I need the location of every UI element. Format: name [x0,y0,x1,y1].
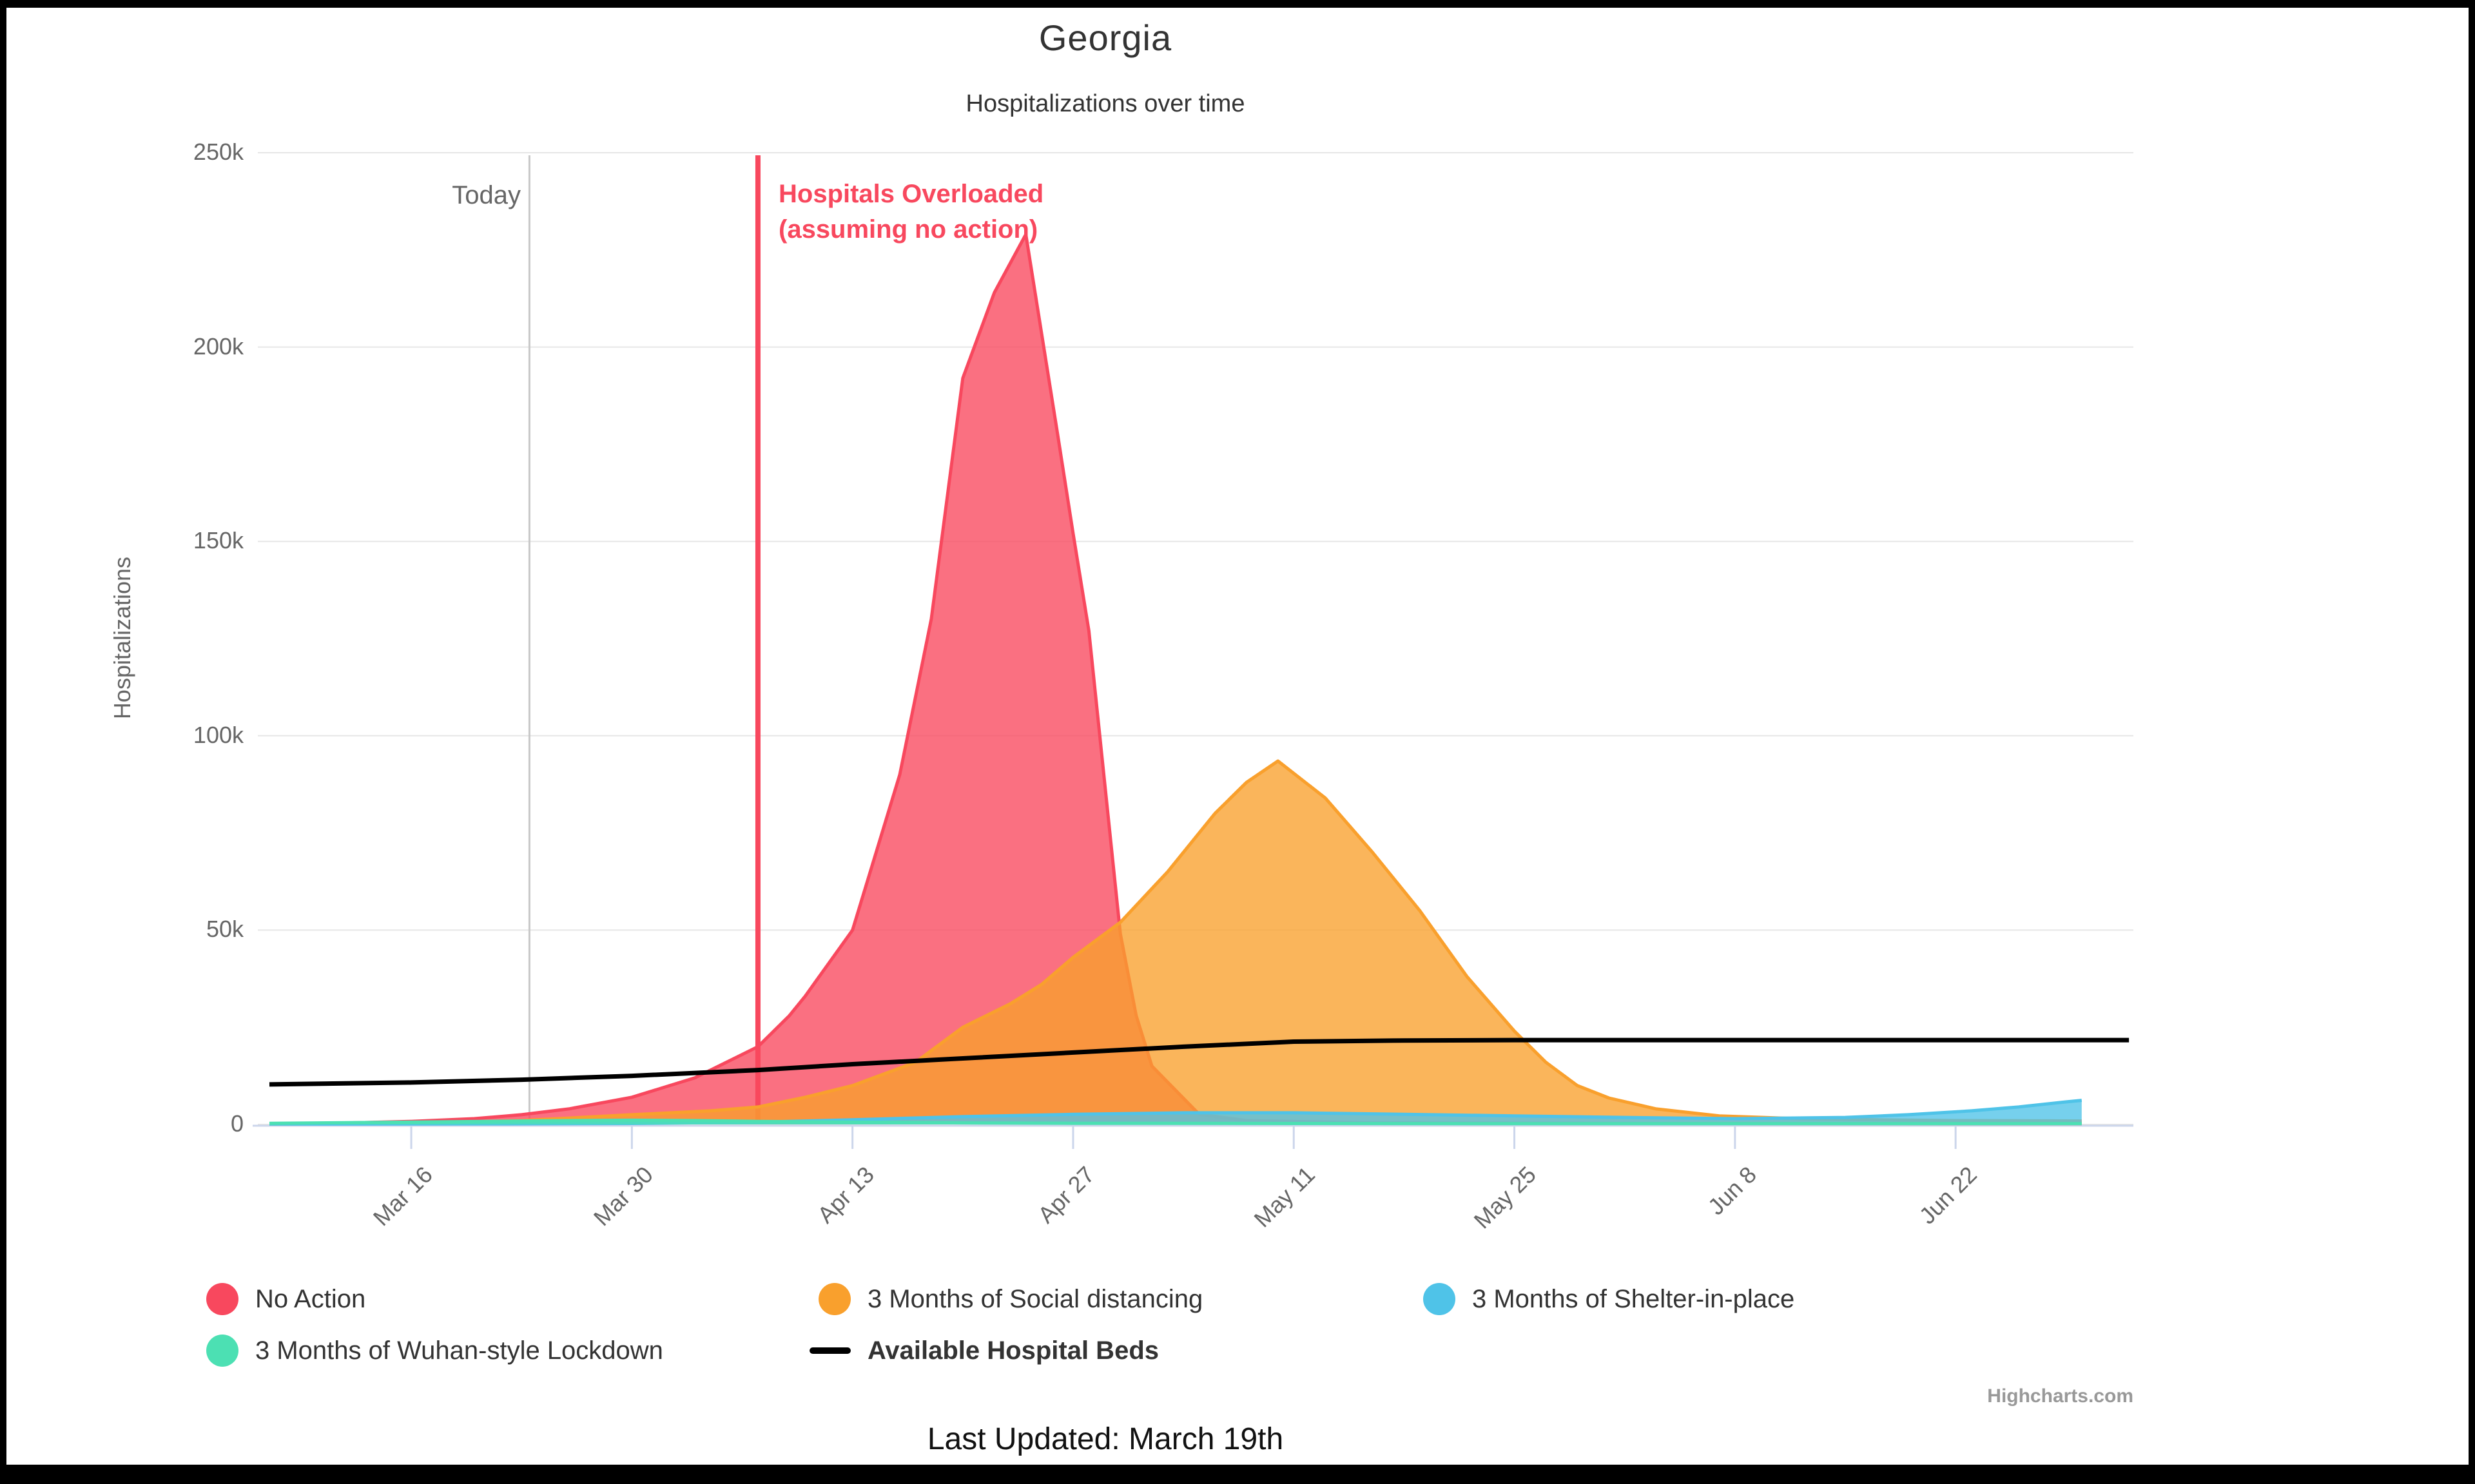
legend-item-no-action[interactable]: No Action [206,1281,365,1317]
y-axis-tick-label: 0 [230,1110,244,1137]
wuhan-lockdown-marker-icon [206,1335,238,1367]
y-axis-tick-label: 250k [193,139,244,165]
legend-item-wuhan-lockdown[interactable]: 3 Months of Wuhan-style Lockdown [206,1333,663,1369]
y-axis-tick-label: 150k [193,527,244,554]
highcharts-credit-link[interactable]: Highcharts.com [1987,1385,2133,1407]
legend-label: 3 Months of Wuhan-style Lockdown [255,1336,663,1365]
hospital-beds-line-marker-icon [810,1347,851,1354]
legend-item-shelter-in-place[interactable]: 3 Months of Shelter-in-place [1423,1281,1794,1317]
social-distancing-marker-icon [819,1283,851,1315]
last-updated-text: Last Updated: March 19th [927,1422,1284,1456]
series-line-available-hospital-beds[interactable] [269,1037,2130,1087]
series-line-3-months-of-wuhan-style-lockdown[interactable] [269,1118,2082,1126]
legend-label: No Action [255,1284,366,1313]
today-annotation-label: Today [452,181,521,209]
shelter-in-place-marker-icon [1423,1283,1455,1315]
y-axis-tick-label: 100k [193,721,244,748]
no-action-marker-icon [206,1283,238,1315]
legend-item-social-distancing[interactable]: 3 Months of Social distancing [819,1281,1203,1317]
chart-title: Georgia [1038,17,1172,58]
overload-annotation-line2: (assuming no action) [779,215,1038,244]
legend-label: Available Hospital Beds [868,1336,1159,1365]
legend-label: 3 Months of Shelter-in-place [1472,1284,1795,1313]
legend-item-hospital-beds[interactable]: Available Hospital Beds [810,1333,1159,1369]
y-axis-tick-label: 50k [206,916,244,943]
series-line-3-months-of-social-distancing[interactable] [269,759,2082,1126]
overload-annotation-line1: Hospitals Overloaded [779,180,1044,208]
chart-subtitle: Hospitalizations over time [966,90,1245,117]
y-axis-title: Hospitalizations [109,556,135,720]
legend-label: 3 Months of Social distancing [868,1284,1203,1313]
series-area-3-months-of-social-distancing[interactable] [269,761,2082,1124]
y-axis-tick-label: 200k [193,332,244,360]
